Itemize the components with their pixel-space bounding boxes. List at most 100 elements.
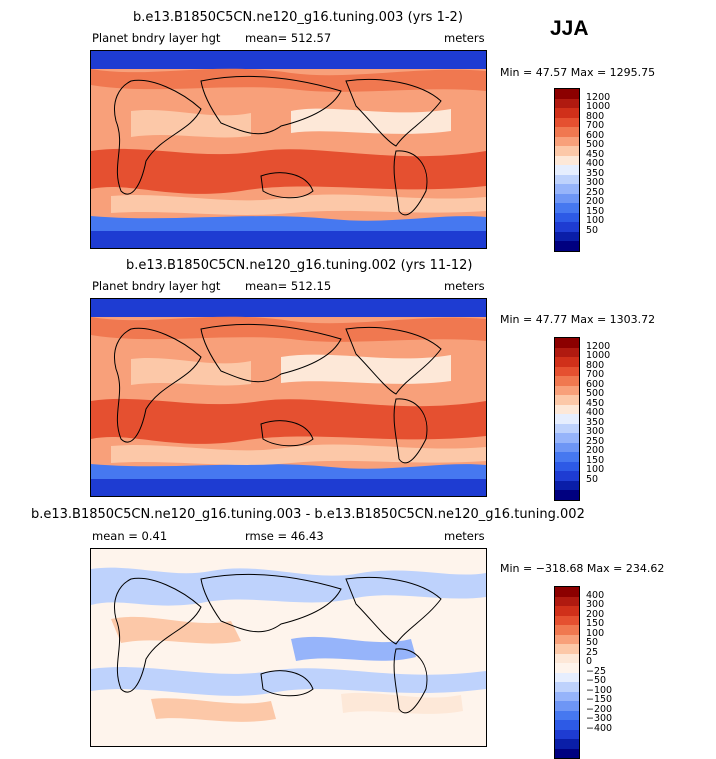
colorbar-tick-label: 800 (586, 110, 605, 122)
colorbar-segment (555, 471, 579, 481)
colorbar-tick-label: −400 (586, 722, 613, 734)
colorbar-tick-label: −100 (586, 684, 613, 696)
colorbar-tick-label: 250 (586, 435, 605, 447)
panel2-colorbar (554, 337, 580, 501)
colorbar-tick-label: 100 (586, 464, 605, 475)
colorbar-tick-label: 300 (586, 177, 605, 188)
colorbar-segment (555, 625, 579, 635)
colorbar-segment (555, 682, 579, 692)
colorbar-segment (555, 127, 579, 137)
colorbar-tick-label: 200 (586, 445, 605, 456)
colorbar-tick-label: 150 (586, 205, 605, 217)
colorbar-tick-label: 600 (586, 378, 605, 390)
colorbar-tick-label: 400 (586, 589, 605, 601)
colorbar-segment (555, 663, 579, 673)
colorbar-segment (555, 606, 579, 616)
colorbar-segment (555, 634, 579, 644)
colorbar-segment (555, 587, 579, 597)
colorbar-tick-label: 1000 (586, 101, 611, 112)
colorbar-segment (555, 615, 579, 625)
colorbar-segment (555, 108, 579, 118)
colorbar-tick-label: 500 (586, 139, 605, 150)
panel3-map-field (91, 549, 486, 746)
colorbar-tick-label: 700 (586, 369, 605, 380)
colorbar-segment (555, 146, 579, 156)
colorbar-tick-label: 1000 (586, 350, 611, 361)
colorbar-segment (555, 193, 579, 203)
colorbar-tick-label: 250 (586, 186, 605, 198)
colorbar-tick-label: −300 (586, 713, 613, 724)
colorbar-tick-label: 300 (586, 599, 605, 610)
colorbar-segment (555, 480, 579, 490)
colorbar-segment (555, 98, 579, 108)
colorbar-segment (555, 653, 579, 663)
colorbar-tick-label: −200 (586, 703, 613, 715)
colorbar-segment (555, 136, 579, 146)
panel3-mean: mean = 0.41 (92, 529, 168, 543)
colorbar-segment (555, 357, 579, 367)
colorbar-tick-label: 400 (586, 158, 605, 169)
colorbar-segment (555, 366, 579, 376)
colorbar-tick-label: 200 (586, 196, 605, 207)
colorbar-tick-label: 50 (586, 473, 599, 485)
colorbar-segment (555, 241, 579, 251)
colorbar-segment (555, 155, 579, 165)
panel2-variable: Planet bndry layer hgt (92, 279, 221, 293)
colorbar-segment (555, 644, 579, 654)
colorbar-segment (555, 117, 579, 127)
colorbar-segment (555, 231, 579, 241)
colorbar-segment (555, 184, 579, 194)
colorbar-tick-label: 500 (586, 388, 605, 399)
colorbar-tick-label: 100 (586, 627, 605, 639)
colorbar-segment (555, 461, 579, 471)
colorbar-segment (555, 395, 579, 405)
colorbar-tick-label: −50 (586, 675, 607, 686)
panel2-title: b.e13.B1850C5CN.ne120_g16.tuning.002 (yr… (126, 258, 473, 273)
colorbar-segment (555, 710, 579, 720)
colorbar-tick-label: 1200 (586, 340, 611, 352)
colorbar-segment (555, 442, 579, 452)
colorbar-tick-label: 100 (586, 215, 605, 226)
colorbar-tick-label: −25 (586, 665, 607, 677)
colorbar-segment (555, 414, 579, 424)
colorbar-tick-label: 400 (586, 407, 605, 418)
colorbar-segment (555, 203, 579, 213)
colorbar-segment (555, 596, 579, 606)
colorbar-tick-label: 0 (586, 656, 593, 667)
colorbar-segment (555, 729, 579, 739)
colorbar-segment (555, 385, 579, 395)
panel3-units: meters (444, 529, 485, 543)
colorbar-segment (555, 376, 579, 386)
panel2-minmax: Min = 47.77 Max = 1303.72 (500, 313, 656, 326)
colorbar-tick-label: 300 (586, 426, 605, 437)
colorbar-segment (555, 720, 579, 730)
colorbar-tick-label: 450 (586, 397, 605, 409)
colorbar-tick-label: 25 (586, 646, 599, 658)
panel3-map (90, 548, 487, 747)
colorbar-tick-label: 200 (586, 608, 605, 620)
colorbar-segment (555, 165, 579, 175)
panel3-colorbar (554, 586, 580, 759)
colorbar-segment (555, 701, 579, 711)
panel2-units: meters (444, 279, 485, 293)
panel1-map-field (91, 51, 486, 248)
colorbar-tick-label: 450 (586, 148, 605, 160)
colorbar-tick-label: 150 (586, 454, 605, 466)
panel2-map-field (91, 299, 486, 496)
colorbar-tick-label: 700 (586, 120, 605, 131)
colorbar-segment (555, 404, 579, 414)
colorbar-tick-label: 350 (586, 167, 605, 179)
colorbar-tick-label: −150 (586, 694, 613, 705)
colorbar-tick-label: 800 (586, 359, 605, 371)
colorbar-segment (555, 748, 579, 758)
colorbar-segment (555, 433, 579, 443)
colorbar-tick-label: 350 (586, 416, 605, 428)
colorbar-segment (555, 739, 579, 749)
colorbar-segment (555, 490, 579, 500)
colorbar-tick-label: 50 (586, 637, 599, 648)
panel1-colorbar (554, 88, 580, 252)
colorbar-segment (555, 222, 579, 232)
colorbar-tick-label: 150 (586, 618, 605, 629)
colorbar-segment (555, 452, 579, 462)
panel1-variable: Planet bndry layer hgt (92, 31, 221, 45)
